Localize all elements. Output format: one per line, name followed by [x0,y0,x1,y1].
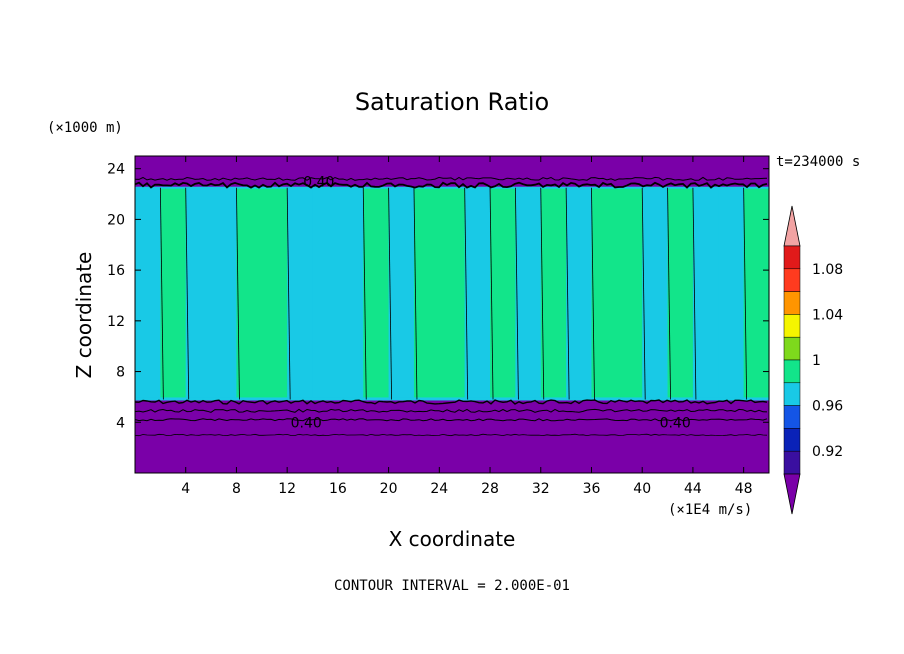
field-column [743,187,770,400]
field-column [236,187,263,400]
contour-line [464,187,469,400]
field-column [413,187,440,400]
colorbar-segment [783,359,801,384]
contour-label: 0.40 [303,174,334,190]
upper-transition-band [135,186,769,189]
y-tick-label: 16 [107,263,125,279]
contour-line [489,187,494,400]
field-column [211,187,238,400]
contour-interval-note: CONTOUR INTERVAL = 2.000E-01 [333,578,570,594]
contour-line [185,187,190,400]
x-tick-label: 16 [329,481,347,497]
colorbar-level-label: 1.04 [812,307,843,323]
contour-line [591,187,595,400]
field-column [337,187,364,400]
colorbar-segment [783,314,801,338]
field-column [287,187,314,400]
colorbar-segment [783,291,801,315]
contour-line [743,187,748,400]
colorbar-level-label: 1.08 [812,262,843,278]
x-tick-label: 32 [532,481,550,497]
field-column [363,187,390,400]
colorbar-level-label: 1 [812,353,821,369]
x-tick-label: 20 [380,481,398,497]
field-column [388,187,415,400]
field-column [540,187,567,400]
field-column [464,187,491,400]
colorbar-bottom-arrow [783,473,801,515]
contour-line [565,187,570,400]
x-tick-label: 44 [684,481,702,497]
contour-line [135,418,768,422]
y-tick-label: 4 [116,415,125,431]
y-tick-label: 20 [107,212,125,228]
contour-line [135,433,768,437]
contour-label: 0.40 [660,415,691,431]
y-tick-label: 24 [107,162,125,178]
x-tick-label: 36 [583,481,601,497]
field-column [490,187,516,400]
chart-title: Saturation Ratio [354,88,550,116]
x-axis-label: X coordinate [388,527,516,551]
contour-line [159,187,164,400]
contour-line [135,408,768,413]
x-tick-label: 24 [430,481,448,497]
field-column [515,187,542,400]
colorbar-segment [783,450,801,475]
colorbar-top-arrow [783,205,801,247]
field-column [185,187,212,400]
y-axis-unit: (×1000 m) [47,120,123,136]
y-tick-label: 12 [107,314,125,330]
field-column [692,187,719,400]
colorbar-segment [783,245,801,270]
field-column [312,187,339,400]
contour-line [641,187,646,400]
field-column [667,187,694,400]
y-tick-label: 8 [116,365,125,381]
contour-line [135,399,768,405]
contour-line [515,187,519,400]
colorbar-segment [783,428,801,452]
contour-line [692,187,697,400]
lower-transition-band [135,397,769,401]
field-column [160,187,187,400]
field-column [566,187,593,400]
field-column [135,187,161,400]
contour-line [413,187,418,400]
time-label: t=234000 s [776,154,861,170]
contour-line [135,176,768,181]
x-tick-label: 28 [481,481,499,497]
contour-line [388,187,392,400]
colorbar-segment [783,382,801,406]
colorbar-segment [783,405,801,429]
field-column [591,187,618,400]
field-column [439,187,466,400]
colorbar-level-label: 0.96 [812,399,843,415]
contour-line [286,187,291,400]
colorbar-level-label: 0.92 [812,444,843,460]
colorbar-segment [783,268,801,292]
x-tick-label: 12 [278,481,296,497]
field-column [718,187,745,400]
colorbar-segment [783,336,801,361]
contour-line [362,187,367,400]
x-tick-label: 4 [181,481,190,497]
field-column [261,187,288,400]
contour-label: 0.40 [291,415,322,431]
contour-line [667,187,671,400]
x-tick-label: 48 [735,481,753,497]
contour-line [236,187,240,400]
field-column [642,187,669,400]
x-tick-label: 8 [232,481,241,497]
contour-line [135,181,768,189]
x-tick-label: 40 [633,481,651,497]
contour-line [540,187,545,400]
x-axis-unit: (×1E4 m/s) [668,502,753,518]
field-column [616,187,643,400]
plot-frame [134,155,770,474]
